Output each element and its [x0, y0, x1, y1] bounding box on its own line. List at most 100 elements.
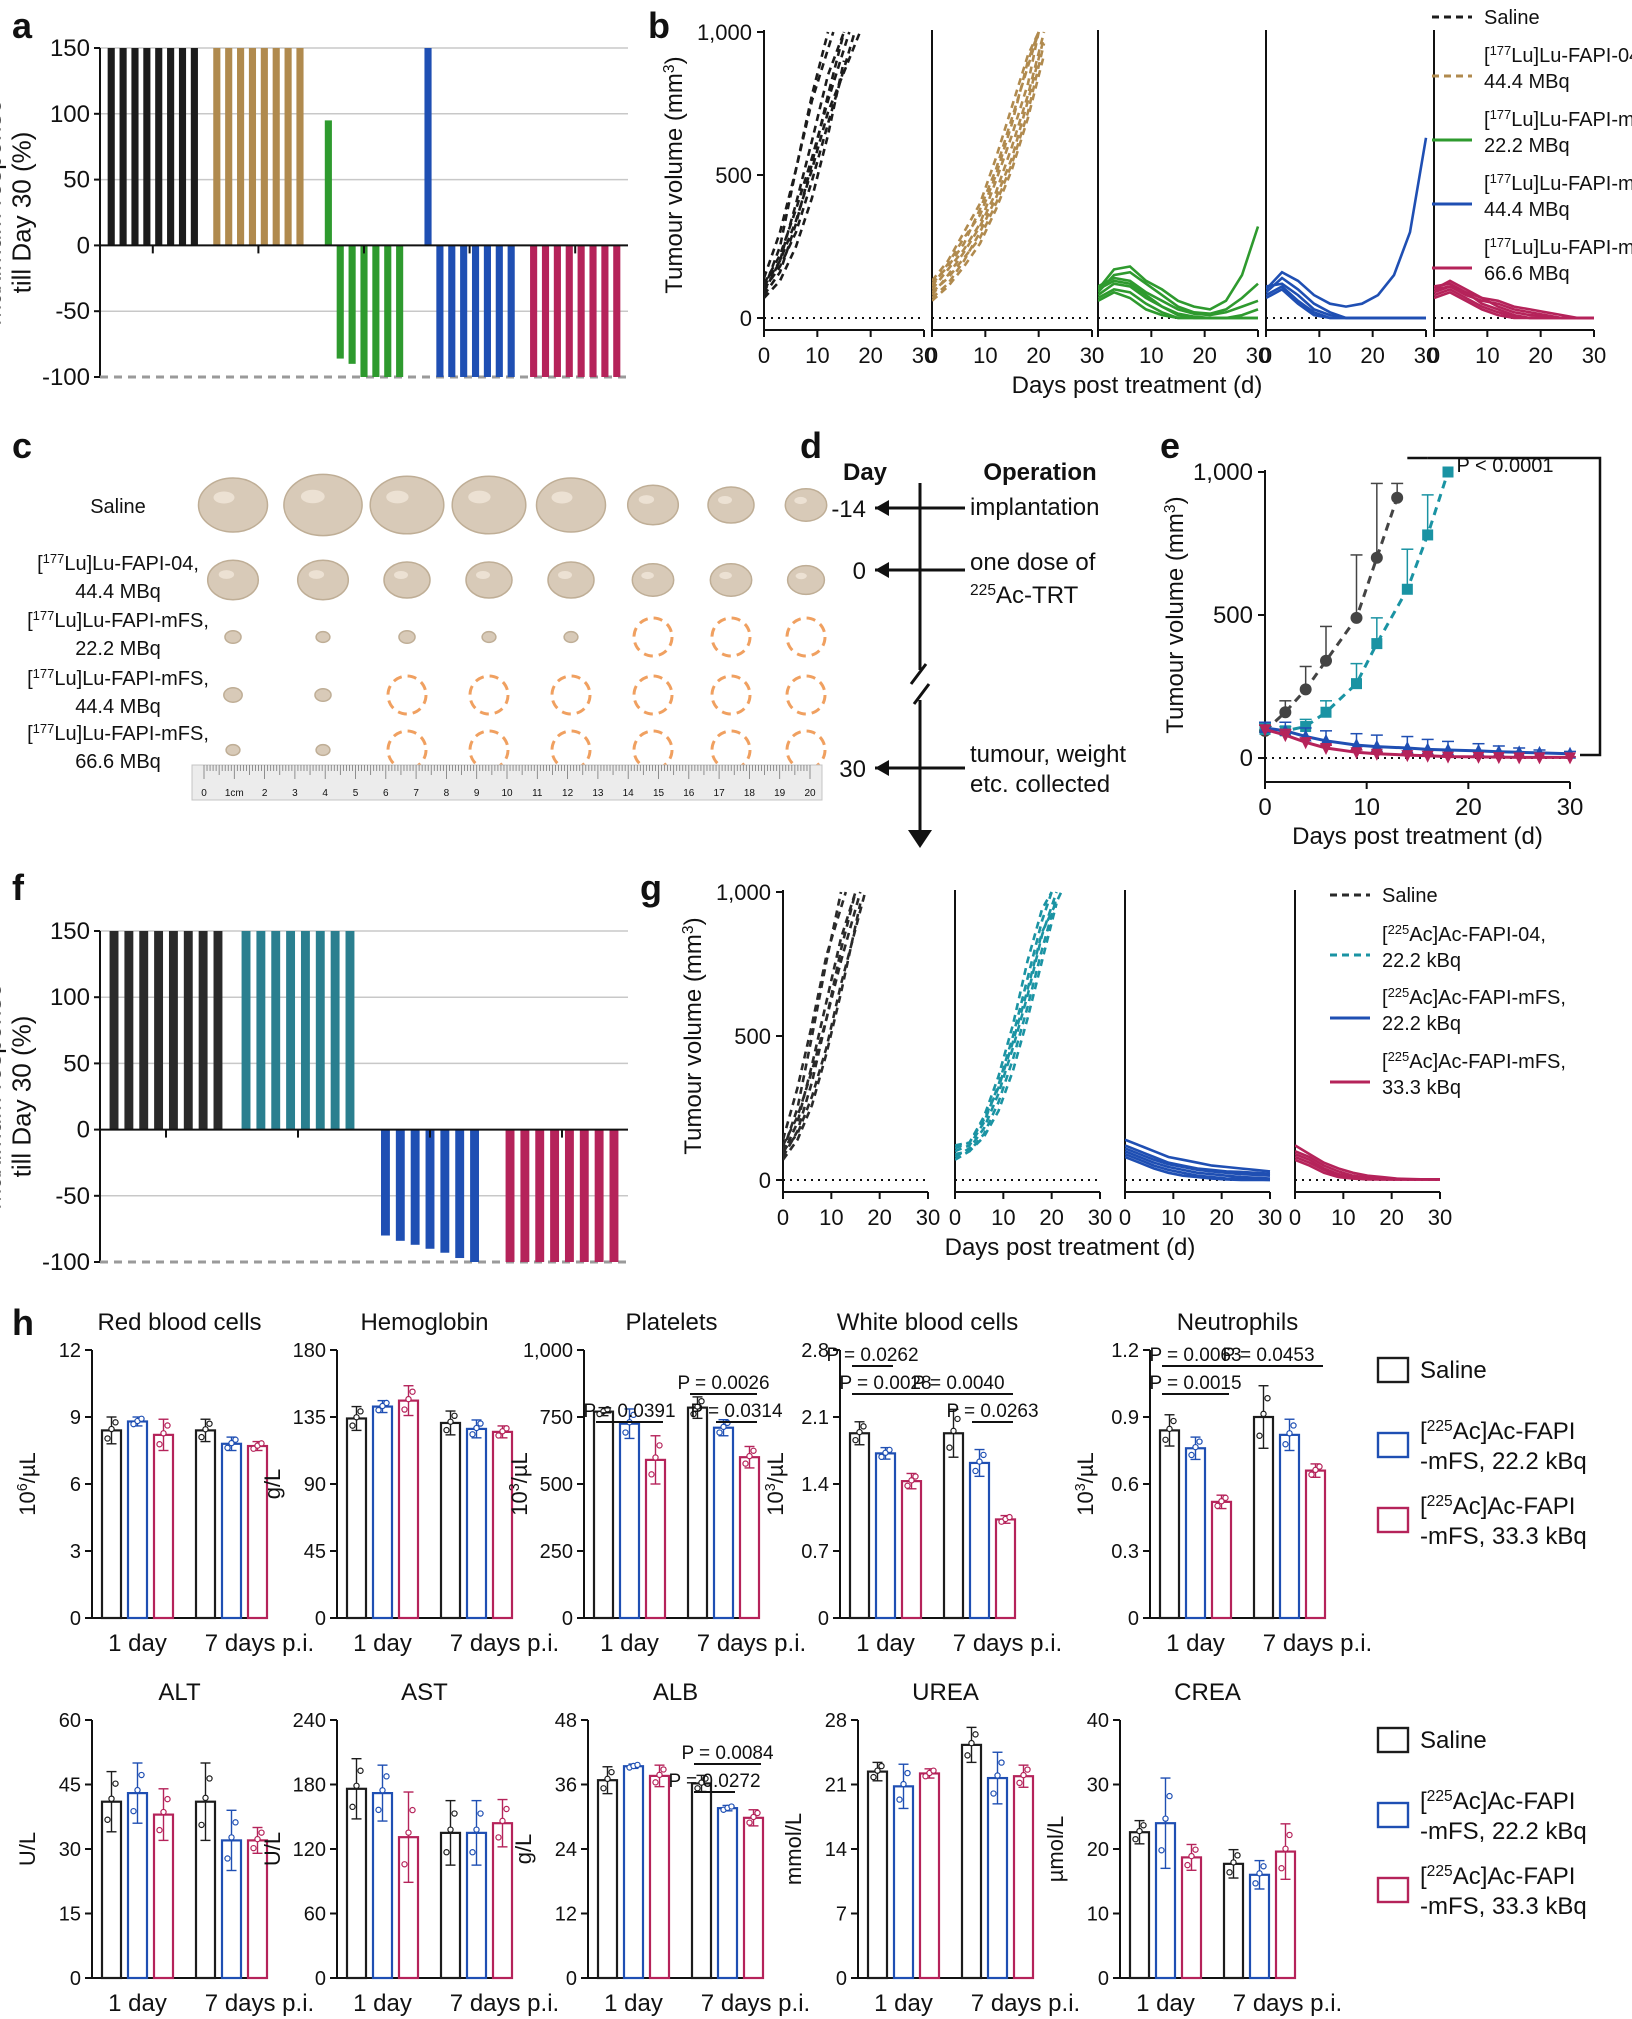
y-axis-label: Tumour volume (mm3): [680, 917, 708, 1154]
ruler-label: 0: [201, 788, 207, 799]
y-tick-label: 60: [59, 1710, 81, 1732]
subplot-1: 0 10 20 30: [926, 30, 1104, 368]
bar: [336, 245, 344, 359]
tumour-specimen: [224, 629, 242, 645]
data-dot: [860, 1423, 867, 1430]
x-axis-label: Days post treatment (d): [1292, 823, 1543, 850]
data-dot: [353, 1782, 360, 1789]
data-dot: [1188, 1451, 1195, 1459]
y-tick-label: 30: [1087, 1775, 1109, 1797]
data-dot: [469, 1431, 476, 1438]
legend-label: 22.2 kBq: [1382, 950, 1461, 972]
data-dot: [198, 1433, 205, 1441]
bar: [380, 1129, 390, 1236]
bar: [960, 1743, 983, 1980]
y-tick-label: 45: [59, 1775, 81, 1797]
absent-tumour-circle: [550, 674, 592, 716]
bar: [119, 48, 127, 246]
bar: [248, 48, 257, 246]
data-dot: [405, 1829, 412, 1836]
data-point: [1350, 747, 1363, 760]
data-dot: [1136, 1827, 1143, 1835]
tumour-specimen: [707, 486, 755, 524]
y-tick-label: 90: [304, 1474, 326, 1496]
specimen-highlight: [718, 496, 732, 504]
y-tick-label: 0: [566, 1968, 577, 1990]
data-dot: [1226, 1869, 1233, 1876]
data-dot: [224, 1855, 231, 1862]
x-group-label: 1 day: [353, 1990, 412, 2017]
specimen-highlight: [468, 490, 491, 504]
y-tick-label: 0.6: [1111, 1474, 1139, 1496]
x-axis-label: Days post treatment (d): [1012, 372, 1263, 399]
data-dot: [254, 1835, 261, 1843]
bar: [716, 1807, 739, 1980]
bar: [396, 245, 404, 377]
data-point: [1513, 752, 1526, 765]
data-dot: [224, 1444, 231, 1452]
specimen-highlight: [794, 496, 807, 505]
data-dot: [698, 1397, 705, 1405]
axis-break: [909, 663, 931, 705]
x-tick-label: 0: [1119, 1205, 1131, 1230]
timeline-event-arrowhead: [875, 760, 889, 776]
absent-tumour-circle: [710, 674, 752, 716]
ruler-label: 16: [683, 788, 695, 799]
bar: [530, 245, 538, 377]
data-dot: [353, 1414, 360, 1421]
row-label: [177Lu]Lu-FAPI-04,: [37, 551, 199, 576]
specimen-highlight: [795, 572, 807, 580]
p-value-annotation: P < 0.0001: [1457, 455, 1554, 477]
data-dot: [1020, 1771, 1027, 1779]
ruler-label: 13: [592, 788, 604, 799]
bar: [296, 48, 304, 246]
hema-panel: UREA 0 7 14 21 28 mmol/L 1 day 7 days p.i.: [781, 1679, 1080, 2017]
y-axis-label: 103/µL: [1073, 1452, 1098, 1515]
data-dot: [104, 1816, 111, 1823]
y-tick-label: 20: [1087, 1839, 1109, 1861]
x-tick-label: 10: [805, 343, 829, 368]
data-dot: [379, 1787, 386, 1794]
bar: [1180, 1856, 1203, 1980]
specimen-highlight: [558, 571, 572, 579]
data-dot: [443, 1849, 450, 1856]
p-value-label: P = 0.0263: [946, 1401, 1038, 1422]
data-dot: [164, 1795, 171, 1803]
x-group-label: 7 days p.i.: [450, 1990, 559, 2017]
bar: [284, 48, 292, 246]
ruler-label: 20: [804, 788, 816, 799]
tumour-specimen: [398, 629, 416, 645]
bar: [541, 245, 550, 377]
bar: [942, 1432, 965, 1620]
bar: [553, 245, 561, 377]
specimen-highlight: [218, 570, 235, 579]
bar: [738, 1456, 761, 1620]
x-group-label: 1 day: [604, 1990, 663, 2017]
ruler-label: 2: [262, 788, 268, 799]
y-axis-label: µmol/L: [1043, 1816, 1068, 1882]
x-tick-label: 20: [1209, 1205, 1233, 1230]
bar: [300, 931, 310, 1130]
y-tick-label: 0: [77, 232, 90, 259]
data-dot: [634, 1761, 641, 1769]
data-point: [1299, 737, 1312, 750]
x-tick-label: 0: [1092, 343, 1104, 368]
data-dot: [1252, 1880, 1259, 1887]
row-label: Saline: [90, 496, 146, 518]
x-group-label: 1 day: [108, 1990, 167, 2017]
bar: [900, 1480, 923, 1620]
series-line: [1125, 1155, 1270, 1182]
subplot-2: 0 10 20 30: [1119, 890, 1282, 1230]
data-dot: [250, 1445, 257, 1452]
timeline-day: 30: [839, 756, 866, 783]
row-label: 44.4 MBq: [75, 696, 161, 718]
x-tick-label: 20: [1528, 343, 1552, 368]
data-dot: [946, 1444, 953, 1451]
data-dot: [1286, 1831, 1293, 1839]
ruler-label: 18: [744, 788, 756, 799]
hema-title: AST: [401, 1679, 448, 1706]
data-dot: [447, 1826, 454, 1833]
legend-label: [177Lu]Lu-FAPI-mFS,: [1484, 235, 1632, 260]
data-dot: [604, 1406, 611, 1413]
hema-panel: Red blood cells 0 3 6 9 12 106/µL 1 day 7 days p…: [15, 1309, 314, 1657]
